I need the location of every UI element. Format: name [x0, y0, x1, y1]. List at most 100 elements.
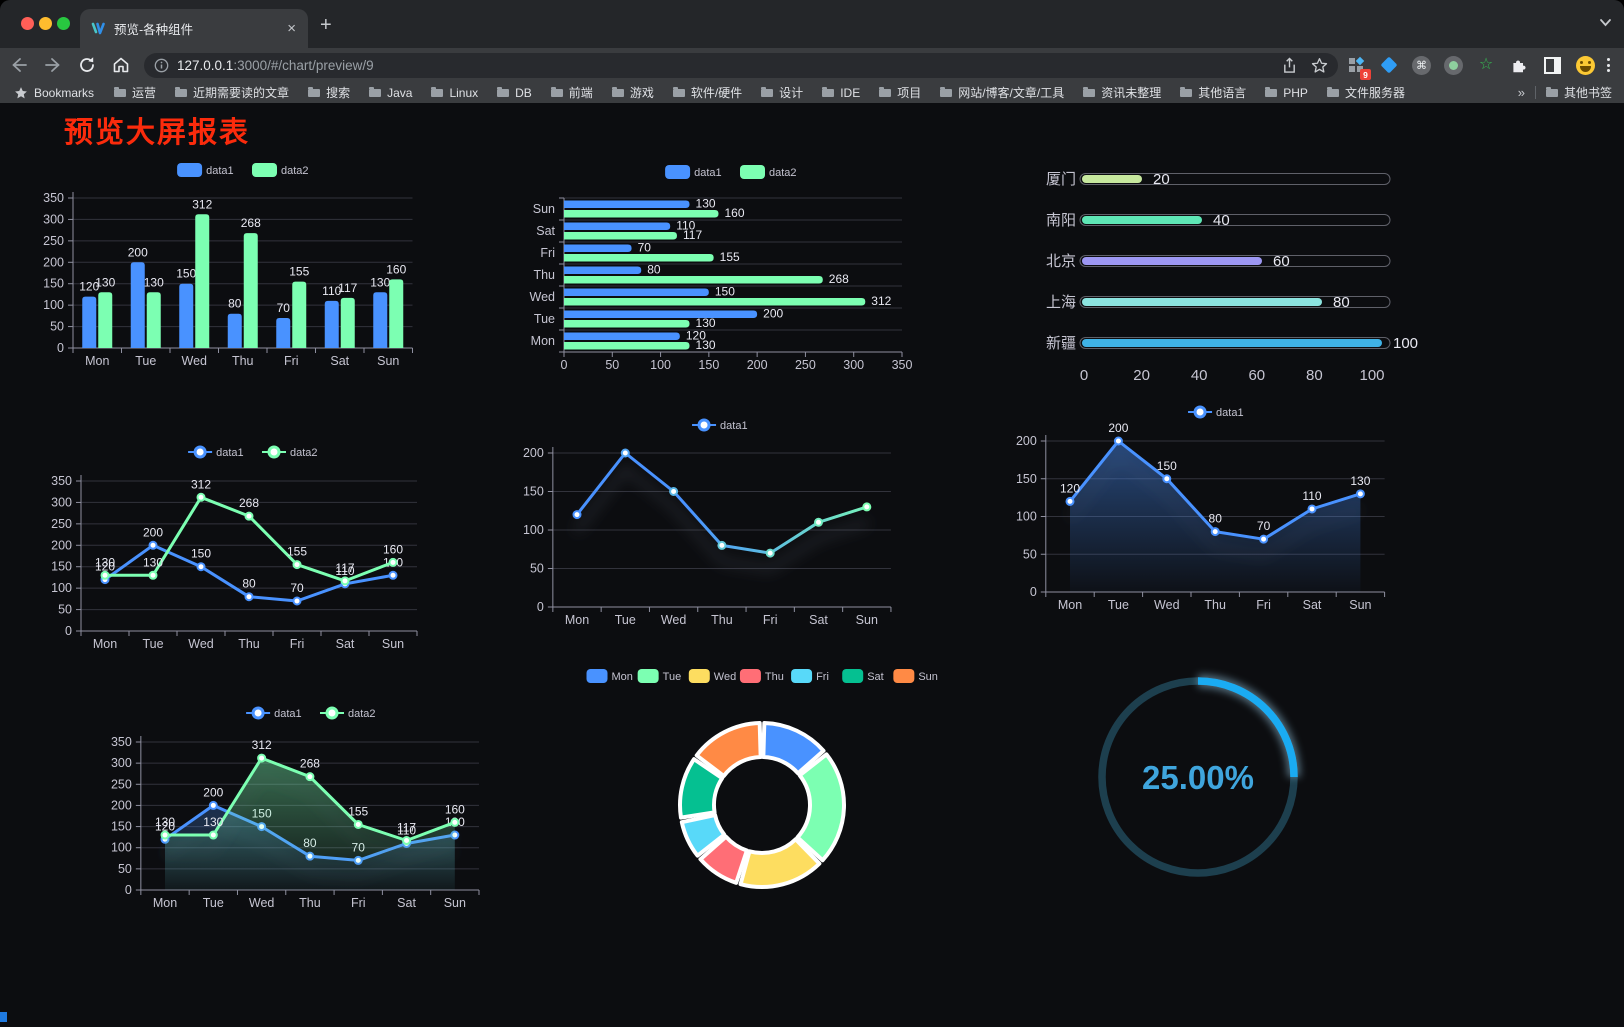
- bookmarks-overflow-chevron[interactable]: »: [1517, 85, 1525, 100]
- svg-text:Sun: Sun: [856, 613, 878, 627]
- extension-dot-icon[interactable]: [1444, 55, 1463, 75]
- bookmark-item[interactable]: 网站/博客/文章/工具: [940, 84, 1064, 101]
- svg-text:117: 117: [335, 561, 354, 575]
- tab-close-icon[interactable]: ×: [287, 20, 296, 37]
- browser-toolbar: 127.0.0.1:3000/#/chart/preview/9 9 ⌘ ☆: [0, 48, 1624, 82]
- svg-text:Tue: Tue: [663, 671, 682, 683]
- tab-strip: 预览-各种组件 × +: [0, 0, 1624, 48]
- svg-text:100: 100: [1393, 335, 1418, 352]
- bookmark-item[interactable]: 文件服务器: [1326, 84, 1405, 101]
- home-button[interactable]: [106, 51, 136, 79]
- svg-text:Sun: Sun: [444, 896, 466, 910]
- svg-text:312: 312: [871, 294, 891, 308]
- svg-text:80: 80: [647, 263, 661, 277]
- svg-text:130: 130: [696, 338, 716, 352]
- traffic-light-close-icon[interactable]: [21, 17, 34, 30]
- svg-text:268: 268: [829, 272, 849, 286]
- svg-text:Mon: Mon: [93, 637, 117, 651]
- bookmarks-manager[interactable]: Bookmarks: [14, 86, 94, 100]
- page-content: 预览大屏报表 0 50 100 150 200 250 300 350 Mon Tue Wed Thu…: [0, 103, 1624, 1027]
- svg-text:130: 130: [144, 275, 164, 289]
- bookmark-item[interactable]: 项目: [879, 84, 921, 101]
- svg-text:Wed: Wed: [714, 671, 736, 683]
- forward-button[interactable]: [38, 51, 68, 79]
- svg-text:350: 350: [51, 474, 72, 488]
- bookmark-item[interactable]: 前端: [550, 84, 593, 101]
- url-path: :3000/#/chart/preview/9: [233, 57, 374, 73]
- address-bar[interactable]: 127.0.0.1:3000/#/chart/preview/9: [144, 52, 1338, 78]
- bookmark-item[interactable]: 其他语言: [1180, 84, 1246, 101]
- browser-tab[interactable]: 预览-各种组件 ×: [80, 9, 308, 48]
- extension-command-icon[interactable]: ⌘: [1412, 55, 1431, 75]
- folder-icon: [611, 86, 624, 97]
- bookmark-item[interactable]: 游戏: [611, 84, 654, 101]
- svg-text:Sun: Sun: [377, 354, 399, 368]
- svg-text:Sat: Sat: [1303, 598, 1322, 612]
- svg-text:70: 70: [277, 301, 291, 315]
- svg-text:268: 268: [300, 757, 320, 771]
- bookmark-star-icon[interactable]: [1311, 57, 1328, 74]
- new-tab-button[interactable]: +: [320, 14, 332, 36]
- svg-text:Thu: Thu: [1204, 598, 1226, 612]
- extension-contrast-icon[interactable]: [1542, 55, 1562, 75]
- bookmark-item[interactable]: 运营: [114, 84, 156, 101]
- svg-text:Mon: Mon: [1058, 598, 1082, 612]
- extensions-puzzle-icon[interactable]: [1509, 55, 1529, 75]
- share-icon[interactable]: [1282, 56, 1297, 74]
- extension-emoji-icon[interactable]: [1575, 55, 1595, 75]
- traffic-light-zoom-icon[interactable]: [57, 17, 70, 30]
- svg-text:80: 80: [1209, 512, 1223, 526]
- folder-icon: [550, 86, 563, 97]
- site-info-icon[interactable]: [154, 58, 169, 73]
- bookmark-item[interactable]: 设计: [761, 84, 803, 101]
- svg-text:60: 60: [1273, 253, 1290, 270]
- chevron-down-icon[interactable]: [1599, 18, 1612, 27]
- svg-text:150: 150: [176, 267, 196, 281]
- bookmark-item[interactable]: Linux: [431, 86, 478, 100]
- svg-text:250: 250: [795, 358, 816, 372]
- reload-button[interactable]: [72, 51, 102, 79]
- svg-text:130: 130: [1350, 474, 1370, 488]
- extension-grid-icon[interactable]: 9: [1346, 55, 1371, 80]
- svg-text:Fri: Fri: [816, 671, 829, 683]
- bookmark-item[interactable]: 软件/硬件: [672, 84, 742, 101]
- bookmark-item[interactable]: 近期需要读的文章: [175, 84, 289, 101]
- extension-star-icon[interactable]: ☆: [1478, 56, 1494, 73]
- svg-text:130: 130: [95, 555, 115, 569]
- svg-text:150: 150: [111, 820, 132, 834]
- back-button[interactable]: [4, 51, 34, 79]
- bookmark-item[interactable]: Java: [369, 86, 412, 100]
- svg-text:Sun: Sun: [382, 637, 404, 651]
- chart-area-single: 0 50 100 150 200 Mon Tue Wed Thu Fri Sat Sun 120 200 1…: [960, 390, 1408, 630]
- traffic-light-minimize-icon[interactable]: [39, 17, 52, 30]
- svg-text:Fri: Fri: [351, 896, 366, 910]
- svg-text:北京: 北京: [1046, 253, 1076, 270]
- svg-text:160: 160: [383, 542, 403, 556]
- other-bookmarks[interactable]: 其他书签: [1545, 84, 1612, 101]
- svg-text:Thu: Thu: [711, 613, 733, 627]
- bookmark-item[interactable]: 搜索: [308, 84, 350, 101]
- chart-gauge: 25.00%: [1080, 655, 1320, 907]
- folder-icon: [175, 86, 188, 97]
- bookmark-item[interactable]: DB: [497, 86, 532, 100]
- svg-text:50: 50: [50, 320, 64, 334]
- bookmark-item[interactable]: PHP: [1265, 86, 1308, 100]
- svg-text:150: 150: [698, 358, 719, 372]
- url-text[interactable]: 127.0.0.1:3000/#/chart/preview/9: [177, 58, 1282, 73]
- browser-menu-icon[interactable]: [1607, 58, 1610, 72]
- svg-text:80: 80: [1333, 294, 1350, 311]
- chart-city-progress: 厦门 20 南阳 40 北京 60 上海 80 新疆 100 0 20 40 60 80 100: [1000, 155, 1424, 400]
- folder-icon: [1180, 86, 1193, 97]
- folder-icon: [369, 86, 382, 97]
- extension-gem-icon[interactable]: [1379, 55, 1399, 75]
- folder-icon: [308, 86, 321, 97]
- bookmark-item[interactable]: 资讯未整理: [1083, 84, 1161, 101]
- bookmark-item[interactable]: IDE: [822, 86, 860, 100]
- svg-text:0: 0: [537, 600, 544, 614]
- svg-text:155: 155: [289, 265, 309, 279]
- svg-text:200: 200: [143, 525, 163, 539]
- svg-text:110: 110: [322, 284, 341, 298]
- svg-text:Sat: Sat: [397, 896, 416, 910]
- svg-text:data1: data1: [216, 447, 244, 459]
- svg-text:160: 160: [386, 262, 406, 276]
